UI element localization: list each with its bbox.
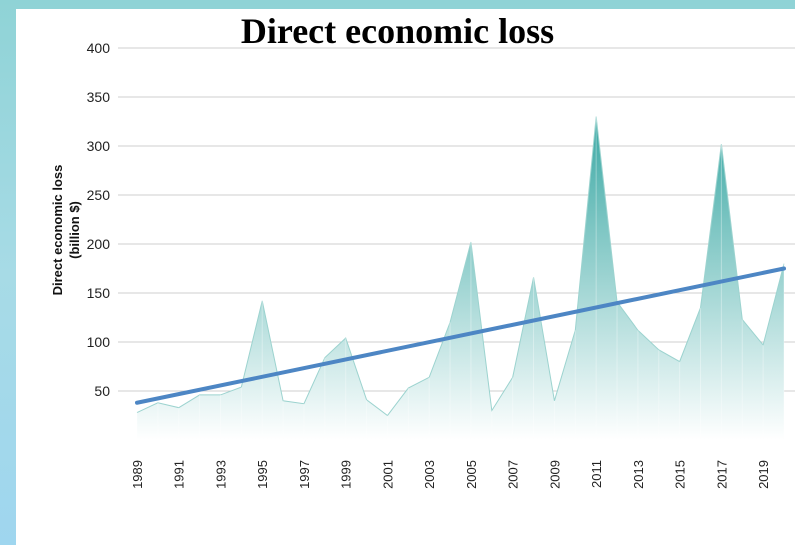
y-axis-label-line-2: (billion $) [67, 201, 82, 259]
y-tick-label: 100 [87, 334, 111, 350]
x-tick-label: 1997 [297, 460, 312, 489]
gridlines [118, 47, 795, 392]
trend-line-segment [135, 266, 786, 405]
y-tick-label: 400 [87, 40, 111, 56]
x-tick-label: 2015 [673, 460, 688, 489]
x-tick-label: 1993 [213, 460, 228, 489]
x-tick-label: 1989 [130, 460, 145, 489]
y-tick-label: 300 [87, 138, 111, 154]
x-tick-label: 2005 [464, 460, 479, 489]
y-tick-label: 200 [87, 236, 111, 252]
x-axis: 1989 1991 1993 1995 1997 1999 2001 2003 2005 2007… [130, 460, 771, 489]
x-tick-label: 2011 [589, 460, 604, 488]
x-tick-label: 2019 [756, 460, 771, 489]
y-tick-label: 50 [94, 383, 110, 399]
chart-panel [16, 9, 795, 545]
area-outline [136, 116, 785, 417]
data-area [136, 116, 785, 440]
trend-line [135, 266, 786, 405]
x-tick-label: 2009 [547, 460, 562, 489]
x-tick-label: 2003 [422, 460, 437, 489]
x-tick-label: 1999 [339, 460, 354, 489]
y-axis: 50 100 150 200 250 300 350 400 [87, 40, 111, 399]
y-tick-label: 350 [87, 89, 111, 105]
x-tick-label: 2001 [380, 460, 395, 489]
x-tick-label: 2007 [506, 460, 521, 489]
y-tick-label: 250 [87, 187, 111, 203]
y-axis-label: Direct economic loss (billion $) [50, 165, 82, 296]
x-tick-label: 1991 [172, 460, 187, 489]
x-tick-label: 2017 [714, 460, 729, 489]
area-fill [137, 116, 784, 440]
y-tick-label: 150 [87, 285, 111, 301]
chart-title: Direct economic loss [240, 11, 555, 51]
y-axis-label-line-1: Direct economic loss [50, 165, 65, 296]
x-tick-label: 2013 [631, 460, 646, 489]
x-tick-label: 1995 [255, 460, 270, 489]
